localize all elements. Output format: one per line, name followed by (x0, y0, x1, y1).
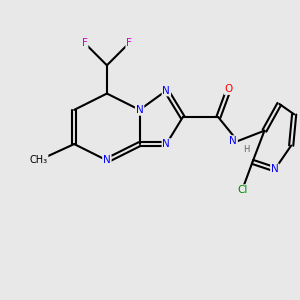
Text: N: N (163, 85, 170, 96)
Text: O: O (225, 84, 233, 94)
Text: N: N (136, 105, 143, 115)
Text: N: N (163, 139, 170, 149)
Text: N: N (103, 155, 111, 165)
Text: CH₃: CH₃ (29, 155, 48, 165)
Text: F: F (126, 38, 132, 48)
Text: F: F (82, 38, 88, 48)
Text: N: N (271, 164, 279, 174)
Text: H: H (243, 145, 249, 154)
Text: Cl: Cl (237, 185, 247, 195)
Text: N: N (229, 136, 237, 146)
